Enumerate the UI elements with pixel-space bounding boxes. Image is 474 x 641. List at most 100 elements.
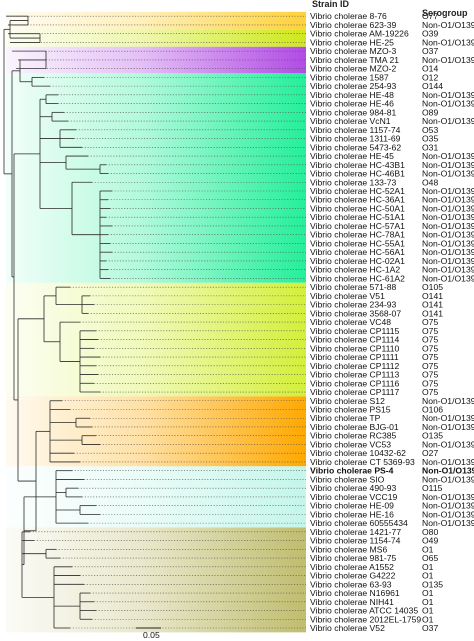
serogroup-label: O39 xyxy=(422,29,438,39)
strain-label: Vibrio cholerae 1587 xyxy=(310,72,389,82)
strain-label: Vibrio cholerae HC-55A1 xyxy=(310,238,405,248)
serogroup-label: O75 xyxy=(422,370,438,380)
strain-label: Vibrio cholerae VC48 xyxy=(310,317,391,327)
serogroup-label: Non-O1/O139 xyxy=(422,265,474,275)
serogroup-label: O1 xyxy=(422,544,434,554)
strain-label: Vibrio cholerae HE-46 xyxy=(310,99,394,109)
strain-label: Vibrio cholerae 254-93 xyxy=(310,81,397,91)
clade-band xyxy=(6,527,306,633)
serogroup-label: O1 xyxy=(422,588,434,598)
strain-label: Vibrio cholerae HC-50A1 xyxy=(310,203,405,213)
clade-band xyxy=(6,396,306,467)
serogroup-label: O1 xyxy=(422,562,434,572)
strain-label: Vibrio cholerae 63-93 xyxy=(310,579,392,589)
strain-label: Vibrio cholerae CP1111 xyxy=(310,352,399,362)
serogroup-label: O135 xyxy=(422,579,443,589)
strain-label: Vibrio cholerae 571-88 xyxy=(310,282,397,292)
serogroup-label: Non-O1/O139 xyxy=(422,20,474,30)
strain-label: Vibrio cholerae V52 xyxy=(310,623,385,633)
strain-label: Vibrio cholerae HC-61A2 xyxy=(310,273,405,283)
strain-label: Vibrio cholerae CP1113 xyxy=(310,370,400,380)
serogroup-label: Non-O1/O139 xyxy=(422,492,474,502)
serogroup-label: Non-O1/O139 xyxy=(422,195,474,205)
strain-label: Vibrio cholerae HC-1A2 xyxy=(310,265,400,275)
strain-label: Vibrio cholerae 623-39 xyxy=(310,20,397,30)
serogroup-label: Non-O1/O139 xyxy=(422,518,474,528)
serogroup-label: O37 xyxy=(422,46,438,56)
strain-label: Vibrio cholerae MS6 xyxy=(310,544,387,554)
serogroup-label: Non-O1/O139 xyxy=(422,151,474,161)
serogroup-label: O75 xyxy=(422,335,438,345)
serogroup-label: O75 xyxy=(422,387,438,397)
serogroup-label: O14 xyxy=(422,64,438,74)
serogroup-label: O48 xyxy=(422,177,438,187)
serogroup-label: Non-O1/O139 xyxy=(422,422,474,432)
serogroup-label: O31 xyxy=(422,142,438,152)
serogroup-label: O141 xyxy=(422,291,443,301)
strain-label: Vibrio cholerae CP1116 xyxy=(310,378,400,388)
strain-label: Vibrio cholerae HC-02A1 xyxy=(310,256,405,266)
scale-bar-label: 0.05 xyxy=(143,630,160,640)
strain-label: Vibrio cholerae HC-46B1 xyxy=(310,169,405,179)
serogroup-label: O65 xyxy=(422,553,438,563)
strain-label: Vibrio cholerae ATCC 14035 xyxy=(310,606,418,616)
leaf-labels: Vibrio cholerae 8-76 O77 Vibrio cholerae 6… xyxy=(310,11,474,633)
strain-label: Vibrio cholerae 984-81 xyxy=(310,107,397,117)
strain-label: Vibrio cholerae CP1115 xyxy=(310,326,400,336)
strain-label: Vibrio cholerae HC-78A1 xyxy=(310,230,405,240)
strain-label: Vibrio cholerae BJG-01 xyxy=(310,422,399,432)
serogroup-label: O53 xyxy=(422,125,438,135)
strain-label: Vibrio cholerae 2012EL-1759 xyxy=(310,614,421,624)
strain-label: Vibrio cholerae VCC19 xyxy=(310,492,397,502)
strain-label: Vibrio cholerae 8-76 xyxy=(310,11,387,21)
strain-label: Vibrio cholerae HC-51A1 xyxy=(310,212,405,222)
strain-label: Vibrio cholerae VcN1 xyxy=(310,116,391,126)
serogroup-label: O115 xyxy=(422,483,443,493)
serogroup-label: O12 xyxy=(422,72,438,82)
serogroup-label: O1 xyxy=(422,614,434,624)
serogroup-label: Non-O1/O139 xyxy=(422,212,474,222)
serogroup-label: Non-O1/O139 xyxy=(422,247,474,257)
serogroup-label: Non-O1/O139 xyxy=(422,55,474,65)
strain-id-header: Strain ID xyxy=(312,0,350,9)
serogroup-label: O75 xyxy=(422,343,438,353)
tree-branches xyxy=(3,15,306,629)
strain-label: Vibrio cholerae HE-25 xyxy=(310,37,394,47)
serogroup-label: O80 xyxy=(422,527,438,537)
serogroup-label: O1 xyxy=(422,606,434,616)
serogroup-label: O135 xyxy=(422,431,443,441)
clade-band xyxy=(6,29,306,47)
serogroup-label: O75 xyxy=(422,352,438,362)
serogroup-label: Non-O1/O139 xyxy=(422,230,474,240)
serogroup-label: Non-O1/O139 xyxy=(422,396,474,406)
strain-label: Vibrio cholerae HC-52A1 xyxy=(310,186,405,196)
strain-label: Vibrio cholerae MZO-3 xyxy=(310,46,397,56)
strain-label: Vibrio cholerae 1421-77 xyxy=(310,527,401,537)
strain-label: Vibrio cholerae SIO xyxy=(310,474,385,484)
strain-label: Vibrio cholerae HE-45 xyxy=(310,151,394,161)
serogroup-label: O106 xyxy=(422,405,443,415)
serogroup-header: Serogroup xyxy=(422,8,468,18)
serogroup-label: O75 xyxy=(422,378,438,388)
strain-label: Vibrio cholerae CP1117 xyxy=(310,387,400,397)
strain-label: Vibrio cholerae 1154-74 xyxy=(310,536,401,546)
serogroup-label: Non-O1/O139 xyxy=(422,221,474,231)
serogroup-label: O27 xyxy=(422,448,438,458)
serogroup-label: O1 xyxy=(422,597,434,607)
strain-label: Vibrio cholerae CT 5369-93 xyxy=(310,457,415,467)
strain-label: Vibrio cholerae MZO-2 xyxy=(310,64,397,74)
serogroup-label: Non-O1/O139 xyxy=(422,413,474,423)
strain-label: Vibrio cholerae CP1110 xyxy=(310,343,400,353)
serogroup-label: Non-O1/O139 xyxy=(422,509,474,519)
serogroup-label: Non-O1/O139 xyxy=(422,203,474,213)
strain-label: Vibrio cholerae 10432-62 xyxy=(310,448,406,458)
strain-label: Vibrio cholerae 3568-07 xyxy=(310,308,401,318)
strain-label: Vibrio cholerae V51 xyxy=(310,291,385,301)
serogroup-label: Non-O1/O139 xyxy=(422,37,474,47)
serogroup-label: O35 xyxy=(422,134,438,144)
serogroup-label: Non-O1/O139 xyxy=(422,169,474,179)
strain-label: Vibrio cholerae 5473-62 xyxy=(310,142,401,152)
strain-label: Vibrio cholerae 60555434 xyxy=(310,518,408,528)
serogroup-label: Non-O1/O139 xyxy=(422,501,474,511)
serogroup-label: Non-O1/O139 xyxy=(422,160,474,170)
